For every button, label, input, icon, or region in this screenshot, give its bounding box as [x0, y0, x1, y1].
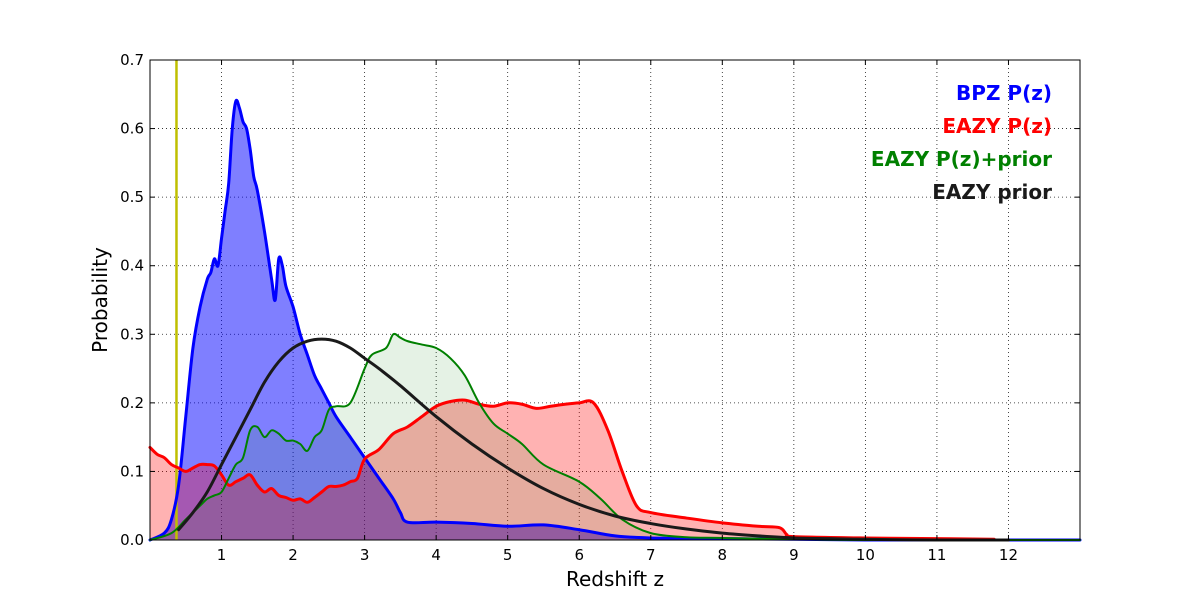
- x-tick-label: 6: [574, 546, 584, 564]
- x-tick-label: 7: [646, 546, 656, 564]
- x-tick-label: 3: [360, 546, 370, 564]
- grid: [150, 60, 1080, 540]
- legend-entry: EAZY prior: [932, 180, 1052, 204]
- x-tick-label: 5: [503, 546, 513, 564]
- legend-entry: EAZY P(z): [942, 114, 1052, 138]
- series-fill-1: [150, 399, 995, 540]
- legend-entry: BPZ P(z): [956, 81, 1052, 105]
- series-line-1: [148, 398, 996, 541]
- series-fill-2: [150, 333, 1080, 540]
- x-tick-label: 12: [999, 546, 1018, 564]
- y-tick-label: 0.5: [120, 188, 144, 206]
- y-tick-label: 0.0: [120, 531, 144, 549]
- series-fills: [150, 100, 1080, 541]
- series-line-0: [148, 98, 1082, 542]
- x-tick-labels: 1 2 3 4 5 6 7 8 9 10 11 12: [217, 546, 1018, 564]
- y-tick-labels: 0.0 0.1 0.2 0.3 0.4 0.5 0.6 0.7: [120, 51, 144, 549]
- x-tick-label: 4: [431, 546, 441, 564]
- x-tick-label: 11: [927, 546, 946, 564]
- y-tick-label: 0.7: [120, 51, 144, 69]
- plot-frame: [149, 59, 1081, 541]
- y-tick-label: 0.6: [120, 120, 144, 138]
- x-tick-label: 8: [718, 546, 728, 564]
- y-tick-label: 0.2: [120, 394, 144, 412]
- tick-marks: [150, 59, 1080, 541]
- y-tick-label: 0.1: [120, 462, 144, 480]
- y-tick-label: 0.3: [120, 325, 144, 343]
- series-fill-0: [150, 100, 1080, 541]
- series-line-3: [177, 337, 1010, 542]
- y-axis-label: Probability: [88, 247, 112, 353]
- x-tick-label: 9: [789, 546, 799, 564]
- legend-entry: EAZY P(z)+prior: [871, 147, 1052, 171]
- x-tick-label: 10: [856, 546, 875, 564]
- x-axis-label: Redshift z: [566, 567, 664, 591]
- series-line-2: [149, 332, 1081, 542]
- y-tick-label: 0.4: [120, 257, 144, 275]
- series-lines: [148, 98, 1082, 542]
- legend: BPZ P(z) EAZY P(z) EAZY P(z)+prior EAZY pri…: [871, 81, 1052, 204]
- x-tick-label: 2: [288, 546, 298, 564]
- x-tick-label: 1: [217, 546, 227, 564]
